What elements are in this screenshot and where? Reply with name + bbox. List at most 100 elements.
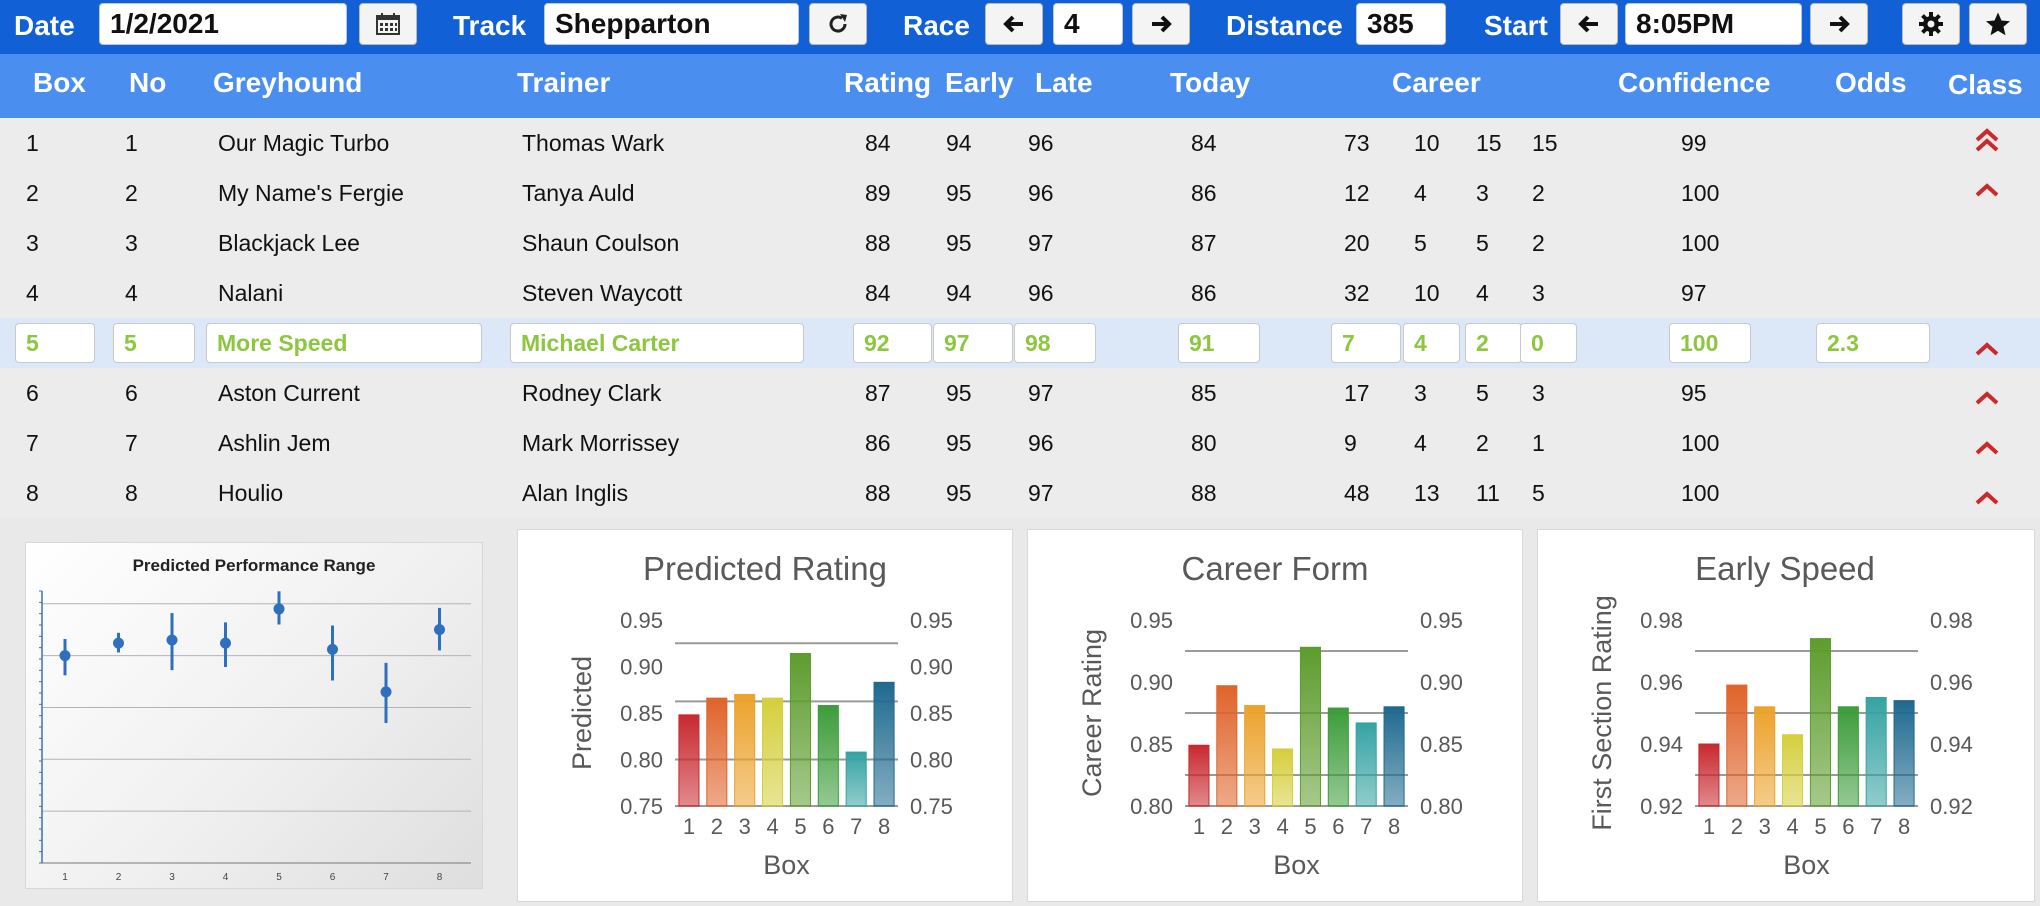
- y-tick-label: 0.98: [1640, 608, 1683, 633]
- input-early[interactable]: 97: [933, 323, 1013, 363]
- y-tick-label-right: 0.80: [1420, 794, 1463, 819]
- col-odds[interactable]: Odds: [1835, 67, 1907, 98]
- cell-career: 12: [1344, 180, 1370, 206]
- input-today[interactable]: 91: [1178, 323, 1260, 363]
- cell-today: 86: [1191, 280, 1217, 306]
- input-late[interactable]: 98: [1014, 323, 1096, 363]
- y-tick-label-right: 0.95: [1420, 608, 1463, 633]
- cell-confidence: 99: [1681, 130, 1707, 156]
- cell-late: 96: [1028, 430, 1054, 456]
- cell-greyhound: Our Magic Turbo: [218, 130, 390, 156]
- input-career[interactable]: 7: [1331, 323, 1401, 363]
- race-prev-button[interactable]: [985, 3, 1043, 45]
- x-tick-label: 3: [1759, 814, 1771, 839]
- x-tick-label: 2: [1221, 814, 1233, 839]
- bar: [1782, 734, 1804, 807]
- cell-late: 97: [1028, 480, 1054, 506]
- cell-career: 10: [1414, 130, 1440, 156]
- distance-field[interactable]: 385: [1356, 3, 1446, 45]
- cell-confidence: 100: [1681, 230, 1720, 256]
- input-confidence[interactable]: 100: [1669, 323, 1751, 363]
- cell-today: 88: [1191, 480, 1217, 506]
- point: [166, 634, 178, 646]
- race-field[interactable]: 4: [1053, 3, 1123, 45]
- table-row[interactable]: 5 5 More Speed Michael Carter 92 97 98 91 100 2.3…: [0, 318, 2040, 368]
- input-career[interactable]: 0: [1520, 323, 1577, 363]
- input-career[interactable]: 2: [1465, 323, 1522, 363]
- cell-rating: 89: [865, 180, 891, 206]
- col-class[interactable]: Class: [1948, 69, 2023, 100]
- col-career[interactable]: Career: [1392, 67, 1481, 98]
- col-box[interactable]: Box: [33, 67, 86, 98]
- chevron-up-icon: [1975, 342, 1999, 356]
- cell-late: 96: [1028, 280, 1054, 306]
- calendar-button[interactable]: [359, 3, 417, 45]
- col-confidence[interactable]: Confidence: [1618, 67, 1771, 98]
- input-no[interactable]: 5: [113, 323, 195, 363]
- y-tick-label: 0.94: [1640, 732, 1683, 757]
- bar: [1865, 697, 1887, 807]
- point: [113, 637, 124, 649]
- bar: [1244, 705, 1266, 807]
- date-field[interactable]: 1/2/2021: [99, 3, 347, 45]
- y-tick-label-right: 0.85: [1420, 732, 1463, 757]
- col-greyhound[interactable]: Greyhound: [213, 67, 363, 98]
- cell-career: 3: [1476, 180, 1489, 206]
- input-trainer[interactable]: Michael Carter: [510, 323, 804, 363]
- cell-greyhound: Houlio: [218, 480, 284, 506]
- favorite-button[interactable]: [1969, 3, 2027, 45]
- x-tick-label: 5: [1304, 814, 1316, 839]
- col-no[interactable]: No: [129, 67, 167, 98]
- col-trainer[interactable]: Trainer: [517, 67, 611, 98]
- chevron-up-icon: [1975, 441, 1999, 455]
- y-axis-label: Predicted: [567, 656, 597, 770]
- point: [327, 643, 338, 655]
- input-odds[interactable]: 2.3: [1816, 323, 1930, 363]
- table-row[interactable]: 1 1 Our Magic Turbo Thomas Wark 84 94 96 84 99 73…: [0, 118, 2040, 168]
- cell-early: 94: [946, 280, 972, 306]
- cell-career: 5: [1532, 480, 1545, 506]
- early-speed-chart: Early Speed First Section Rating Box 0.92 0.…: [1587, 550, 1973, 880]
- cell-no: 3: [125, 230, 138, 256]
- cell-career: 32: [1344, 280, 1370, 306]
- cell-box: 2: [26, 180, 39, 206]
- x-tick-label: 7: [850, 814, 862, 839]
- cell-trainer: Rodney Clark: [522, 380, 662, 406]
- table-row[interactable]: 3 3 Blackjack Lee Shaun Coulson 88 95 97 87 100 2…: [0, 218, 2040, 268]
- col-early[interactable]: Early: [945, 67, 1014, 98]
- x-tick-label: 5: [794, 814, 806, 839]
- point: [434, 624, 445, 636]
- track-field[interactable]: Shepparton: [544, 3, 799, 45]
- y-tick-label: 0.85: [620, 701, 663, 726]
- table-row[interactable]: 6 6 Aston Current Rodney Clark 87 95 97 85 95 17 3…: [0, 368, 2040, 418]
- settings-button[interactable]: [1902, 3, 1960, 45]
- input-career[interactable]: 4: [1403, 323, 1460, 363]
- col-late[interactable]: Late: [1035, 67, 1093, 98]
- toolbar: Date 1/2/2021 Track Shepparton Race 4 Di…: [0, 0, 2040, 54]
- col-rating[interactable]: Rating: [844, 67, 932, 98]
- point: [273, 603, 285, 615]
- table-row[interactable]: 8 8 Houlio Alan Inglis 88 95 97 88 100 48 13 11 5: [0, 468, 2040, 518]
- cell-no: 2: [125, 180, 138, 206]
- table-row[interactable]: 4 4 Nalani Steven Waycott 84 94 96 86 97 32 10 4 3: [0, 268, 2040, 318]
- cell-career: 2: [1476, 430, 1489, 456]
- x-tick-label: 1: [1193, 814, 1205, 839]
- cell-early: 94: [946, 130, 972, 156]
- table-row[interactable]: 7 7 Ashlin Jem Mark Morrissey 86 95 96 80 100 9 4 2…: [0, 418, 2040, 468]
- race-next-button[interactable]: [1132, 3, 1190, 45]
- start-field[interactable]: 8:05PM: [1625, 3, 1802, 45]
- input-box[interactable]: 5: [15, 323, 95, 363]
- x-tick-label: 8: [878, 814, 890, 839]
- table-row[interactable]: 2 2 My Name's Fergie Tanya Auld 89 95 96 86 100 1…: [0, 168, 2040, 218]
- col-today[interactable]: Today: [1170, 67, 1251, 98]
- refresh-button[interactable]: [809, 3, 867, 45]
- start-prev-button[interactable]: [1560, 3, 1618, 45]
- y-tick-label: 0.96: [1640, 670, 1683, 695]
- start-next-button[interactable]: [1810, 3, 1868, 45]
- input-rating[interactable]: 92: [853, 323, 932, 363]
- cell-greyhound: Nalani: [218, 280, 284, 306]
- input-greyhound[interactable]: More Speed: [206, 323, 482, 363]
- cell-trainer: Steven Waycott: [522, 280, 683, 306]
- y-tick-label: 0.90: [1130, 670, 1173, 695]
- x-tick-label: 3: [1249, 814, 1261, 839]
